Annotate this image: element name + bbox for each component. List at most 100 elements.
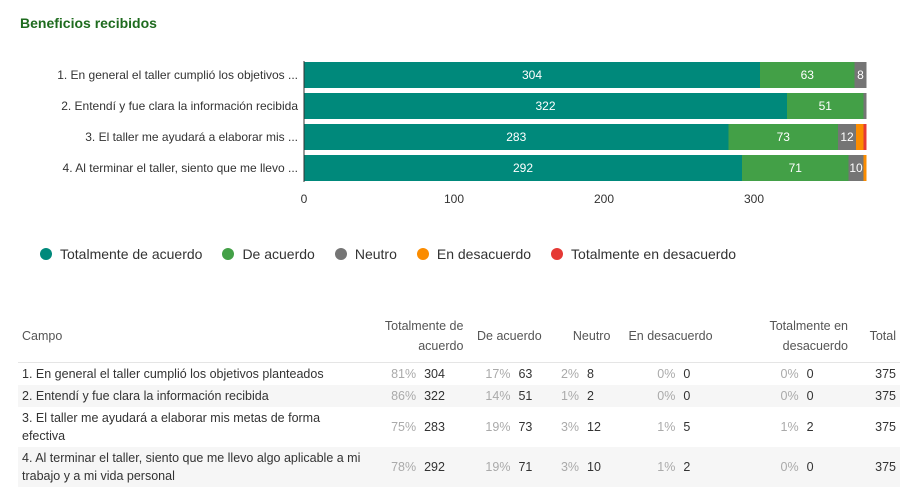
legend-item[interactable]: En desacuerdo <box>416 246 532 262</box>
data-label: 10 <box>849 161 863 175</box>
count-cell: 292 <box>420 447 468 487</box>
legend-item[interactable]: Totalmente de acuerdo <box>40 246 202 262</box>
percent-cell: 0% <box>716 385 803 407</box>
bar-segment <box>760 62 855 88</box>
x-tick-label: 200 <box>594 192 614 206</box>
count-cell: 2 <box>583 385 615 407</box>
campo-cell: 2. Entendí y fue clara la información re… <box>18 385 366 407</box>
count-cell: 8 <box>587 367 594 381</box>
percent-cell: 2% <box>560 367 580 381</box>
data-label: 283 <box>506 130 526 144</box>
data-label: 8 <box>857 68 864 82</box>
category-label: 4. Al terminar el taller, siento que me … <box>63 161 298 175</box>
legend-label: En desacuerdo <box>436 246 532 262</box>
percent-cell: 14% <box>467 385 515 407</box>
data-label: 73 <box>777 130 791 144</box>
count-cell: 0 <box>802 447 852 487</box>
data-label: 51 <box>819 99 833 113</box>
bar-segment <box>856 124 864 150</box>
legend: Totalmente de acuerdo De acuerdo Neutro En … <box>40 246 736 262</box>
legend-label: Totalmente de acuerdo <box>60 246 203 262</box>
count-cell: 0 <box>679 385 717 407</box>
data-label: 71 <box>789 161 803 175</box>
count-cell: 2 <box>679 447 717 487</box>
table-row: 2. Entendí y fue clara la información re… <box>18 385 900 407</box>
percent-cell: 3% <box>545 447 584 487</box>
percent-cell: 0% <box>716 447 803 487</box>
legend-label: Totalmente en desacuerdo <box>571 246 737 262</box>
count-cell: 12 <box>587 420 601 434</box>
bar-segment <box>863 124 867 150</box>
legend-item[interactable]: Neutro <box>334 246 397 262</box>
table-row: 4. Al terminar el taller, siento que me … <box>18 447 900 487</box>
bar-segment <box>728 124 838 150</box>
bar-segment <box>787 93 864 119</box>
category-label: 1. En general el taller cumplió los obje… <box>57 68 298 82</box>
percent-cell: 1% <box>780 420 799 434</box>
total-cell: 375 <box>852 447 900 487</box>
percent-cell: 19% <box>467 447 515 487</box>
total-cell: 375 <box>875 367 896 381</box>
count-cell: 2 <box>806 420 814 434</box>
table-row: 3. El taller me ayudará a elaborar mis m… <box>18 407 900 447</box>
bar-segment <box>304 62 760 88</box>
column-header: Neutro <box>545 310 615 363</box>
x-tick-label: 300 <box>744 192 764 206</box>
percent-cell: 1% <box>614 447 680 487</box>
campo-cell: 1. En general el taller cumplió los obje… <box>22 367 324 381</box>
legend-marker-icon <box>222 248 235 260</box>
data-label: 322 <box>535 99 555 113</box>
x-tick-label: 100 <box>444 192 464 206</box>
legend-marker-icon <box>334 248 347 260</box>
bar-segment <box>304 124 729 150</box>
column-header: Totalmente de acuerdo <box>366 310 468 363</box>
legend-item[interactable]: De acuerdo <box>222 246 315 262</box>
bar-segment <box>304 155 742 181</box>
bar-segment <box>742 155 849 181</box>
category-label: 2. Entendí y fue clara la información re… <box>61 99 298 113</box>
bar-segment <box>838 124 856 150</box>
legend-marker-icon <box>40 248 52 260</box>
bar-segment <box>304 93 787 119</box>
column-header: Total <box>852 310 900 363</box>
count-cell: 10 <box>583 447 615 487</box>
campo-cell: 3. El taller me ayudará a elaborar mis m… <box>22 411 321 443</box>
percent-cell: 0% <box>657 367 676 381</box>
total-cell: 375 <box>852 385 900 407</box>
percent-cell: 17% <box>485 367 511 381</box>
percent-cell: 78% <box>366 447 421 487</box>
campo-cell: 4. Al terminar el taller, siento que me … <box>18 447 366 487</box>
count-cell: 73 <box>518 420 533 434</box>
stacked-bar-chart: 1. En general el taller cumplió los obje… <box>57 61 867 206</box>
chart-title: Beneficios recibidos <box>20 15 157 31</box>
bar-segment <box>863 155 867 181</box>
legend-label: Neutro <box>354 246 397 262</box>
category-label: 3. El taller me ayudará a elaborar mis .… <box>85 130 298 144</box>
table-header-row: Campo Totalmente de acuerdo De acuerdo Neut… <box>18 310 900 363</box>
count-cell: 71 <box>514 447 546 487</box>
percent-cell: 75% <box>391 420 417 434</box>
percent-cell: 86% <box>366 385 421 407</box>
data-label: 292 <box>513 161 533 175</box>
percent-cell: 0% <box>780 367 799 381</box>
column-header: Campo <box>18 310 366 363</box>
count-cell: 304 <box>424 367 445 381</box>
count-cell: 63 <box>518 367 533 381</box>
legend-label: De acuerdo <box>242 246 315 262</box>
legend-marker-icon <box>416 248 429 260</box>
legend-marker-icon <box>551 248 564 260</box>
percent-cell: 1% <box>545 385 584 407</box>
x-tick-label: 0 <box>301 192 308 206</box>
count-cell: 283 <box>424 420 445 434</box>
percent-cell: 3% <box>560 420 580 434</box>
percent-cell: 0% <box>614 385 680 407</box>
percent-cell: 81% <box>391 367 417 381</box>
legend-item[interactable]: Totalmente en desacuerdo <box>551 246 736 262</box>
bar-segment <box>863 93 867 119</box>
total-cell: 375 <box>875 420 896 434</box>
count-cell: 51 <box>514 385 546 407</box>
count-cell: 5 <box>683 420 691 434</box>
table-row: 1. En general el taller cumplió los obje… <box>18 363 900 386</box>
results-table: Campo Totalmente de acuerdo De acuerdo Neut… <box>18 310 900 487</box>
count-cell: 322 <box>420 385 468 407</box>
